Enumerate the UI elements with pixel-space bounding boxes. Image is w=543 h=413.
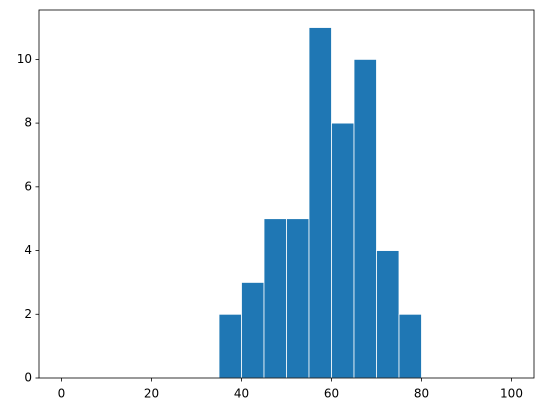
x-tick-label: 40 — [234, 387, 249, 401]
plot-frame — [38, 9, 535, 379]
bar — [286, 218, 310, 379]
x-tick-label: 0 — [58, 387, 66, 401]
bar — [398, 313, 422, 379]
y-tick-label: 4 — [24, 243, 32, 257]
x-tick-label: 20 — [144, 387, 159, 401]
x-tick-label: 100 — [500, 387, 523, 401]
y-tick-label: 0 — [24, 371, 32, 385]
x-tick-label: 60 — [324, 387, 339, 401]
bar — [308, 27, 332, 379]
y-tick-label: 8 — [24, 116, 32, 130]
bar — [331, 122, 355, 379]
bar — [376, 250, 400, 379]
bar — [218, 313, 242, 379]
y-tick-label: 2 — [24, 307, 32, 321]
bar — [263, 218, 287, 379]
y-tick-label: 10 — [17, 52, 32, 66]
bar — [241, 282, 265, 379]
y-tick-label: 6 — [24, 179, 32, 193]
x-tick-label: 80 — [414, 387, 429, 401]
bar — [353, 58, 377, 379]
